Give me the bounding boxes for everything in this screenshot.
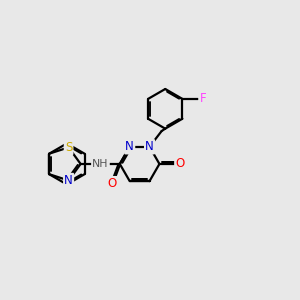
Text: O: O — [107, 177, 116, 190]
Text: S: S — [65, 141, 72, 154]
Text: F: F — [200, 92, 206, 105]
Text: N: N — [64, 174, 73, 187]
Text: N: N — [125, 140, 134, 153]
Text: N: N — [145, 140, 154, 153]
Text: NH: NH — [92, 159, 109, 169]
Text: O: O — [175, 158, 184, 170]
